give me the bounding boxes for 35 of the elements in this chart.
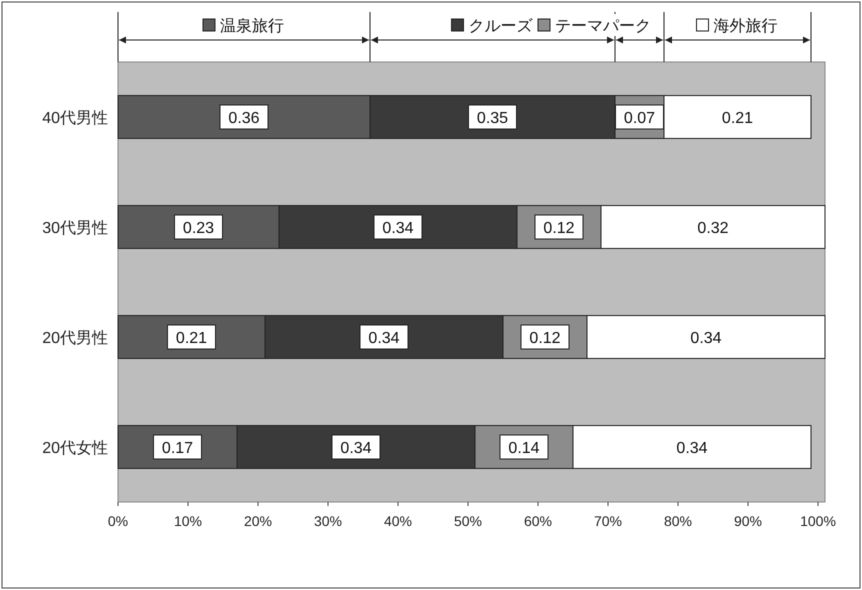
x-tick-label: 10% — [174, 513, 202, 529]
x-tick-label: 90% — [734, 513, 762, 529]
data-label: 0.17 — [162, 440, 194, 457]
x-tick-label: 20% — [244, 513, 272, 529]
data-label: 0.34 — [382, 220, 414, 237]
x-tick-label: 80% — [664, 513, 692, 529]
y-tick-label: 40代男性 — [42, 110, 108, 127]
data-label: 0.12 — [543, 220, 575, 237]
data-label: 0.12 — [529, 330, 561, 347]
x-tick-label: 50% — [454, 513, 482, 529]
y-tick-label: 20代女性 — [42, 440, 108, 457]
x-tick-label: 0% — [108, 513, 128, 529]
legend-label: 海外旅行 — [714, 17, 778, 35]
x-tick-label: 30% — [314, 513, 342, 529]
data-label: 0.34 — [676, 440, 708, 457]
data-label: 0.35 — [476, 110, 508, 127]
data-label: 0.34 — [340, 440, 372, 457]
legend-label: クルーズ — [468, 18, 534, 35]
y-tick-label: 20代男性 — [42, 330, 108, 347]
data-label: 0.23 — [182, 220, 214, 237]
y-tick-label: 30代男性 — [42, 220, 108, 237]
x-tick-label: 60% — [524, 513, 552, 529]
data-label: 0.21 — [722, 110, 754, 127]
data-label: 0.32 — [697, 220, 729, 237]
legend-label: テーマパーク — [555, 18, 651, 35]
data-label: 0.21 — [176, 330, 208, 347]
data-label: 0.36 — [228, 110, 260, 127]
data-label: 0.34 — [368, 330, 400, 347]
x-tick-label: 40% — [384, 513, 412, 529]
data-label: 0.07 — [624, 110, 656, 127]
x-tick-label: 100% — [800, 513, 836, 529]
x-tick-label: 70% — [594, 513, 622, 529]
data-label: 0.14 — [508, 440, 540, 457]
legend-label: 温泉旅行 — [220, 17, 284, 35]
data-label: 0.34 — [690, 330, 722, 347]
